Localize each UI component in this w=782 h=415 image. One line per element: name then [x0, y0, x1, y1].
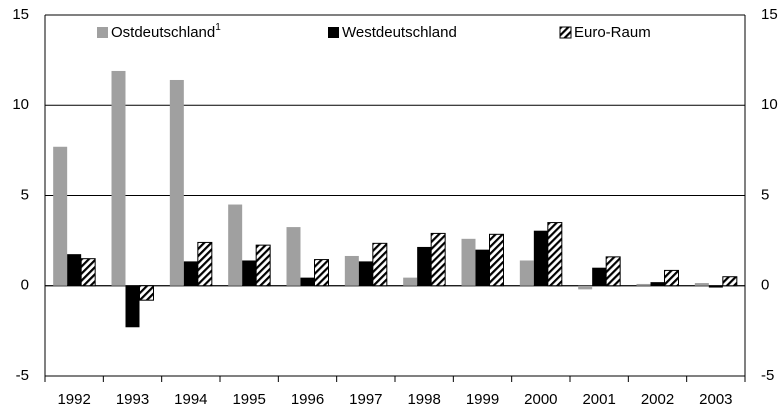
x-tick-label: 1995 [232, 391, 265, 408]
legend-label: Ostdeutschland1 [111, 22, 221, 41]
bar [489, 233, 504, 287]
bar [197, 241, 213, 287]
bar [358, 261, 373, 286]
legend-label: Euro-Raum [574, 24, 651, 41]
bar [300, 277, 315, 286]
x-tick-label: 1992 [57, 391, 90, 408]
bar [139, 285, 154, 301]
bar [664, 269, 679, 287]
x-tick-label: 2002 [641, 391, 674, 408]
legend-label: Westdeutschland [342, 24, 457, 41]
legend-swatch [559, 26, 572, 39]
bar [53, 146, 68, 286]
y-tick-label: 15 [12, 6, 29, 23]
bar [708, 285, 723, 288]
bar [111, 70, 126, 286]
bar [286, 227, 301, 286]
bar [169, 79, 184, 286]
x-tick-label: 2003 [699, 391, 732, 408]
bar [372, 242, 388, 287]
bar [242, 260, 257, 286]
y2-tick-label: -5 [761, 367, 774, 384]
legend-name: Westdeutschland [342, 24, 457, 41]
bar [578, 285, 593, 290]
bar [430, 232, 446, 287]
bar [80, 258, 96, 287]
bar [722, 276, 738, 287]
bar [344, 255, 359, 286]
y2-tick-label: 0 [761, 277, 769, 294]
bar [592, 267, 607, 286]
x-tick-label: 1999 [466, 391, 499, 408]
bar [255, 244, 271, 287]
y-tick-label: 5 [21, 186, 29, 203]
y2-tick-label: 15 [761, 6, 778, 23]
x-tick-label: 1993 [116, 391, 149, 408]
bar [403, 277, 418, 286]
legend-name: Ostdeutschland [111, 24, 215, 41]
bar [547, 222, 563, 287]
y2-tick-label: 10 [761, 96, 778, 113]
bar [417, 246, 432, 286]
bar [67, 254, 82, 286]
bar [475, 249, 490, 286]
bar [636, 283, 651, 286]
bar [694, 283, 709, 286]
y-tick-label: 0 [21, 277, 29, 294]
bar [519, 260, 534, 286]
x-tick-label: 1996 [291, 391, 324, 408]
x-tick-label: 1994 [174, 391, 207, 408]
x-tick-label: 2001 [582, 391, 615, 408]
legend-name: Euro-Raum [574, 24, 651, 41]
bar [605, 256, 621, 287]
y2-tick-label: 5 [761, 186, 769, 203]
legend-swatch [328, 27, 339, 38]
bar [228, 204, 243, 286]
bar [183, 261, 198, 286]
y-tick-label: -5 [16, 367, 29, 384]
x-tick-label: 2000 [524, 391, 557, 408]
bar [533, 230, 548, 286]
x-tick-label: 1998 [407, 391, 440, 408]
y-tick-label: 10 [12, 96, 29, 113]
bar [650, 282, 665, 286]
bar [314, 259, 329, 287]
legend-superscript: 1 [215, 22, 221, 33]
x-tick-label: 1997 [349, 391, 382, 408]
legend-swatch [97, 27, 108, 38]
bar [461, 238, 476, 286]
bar [125, 285, 140, 328]
